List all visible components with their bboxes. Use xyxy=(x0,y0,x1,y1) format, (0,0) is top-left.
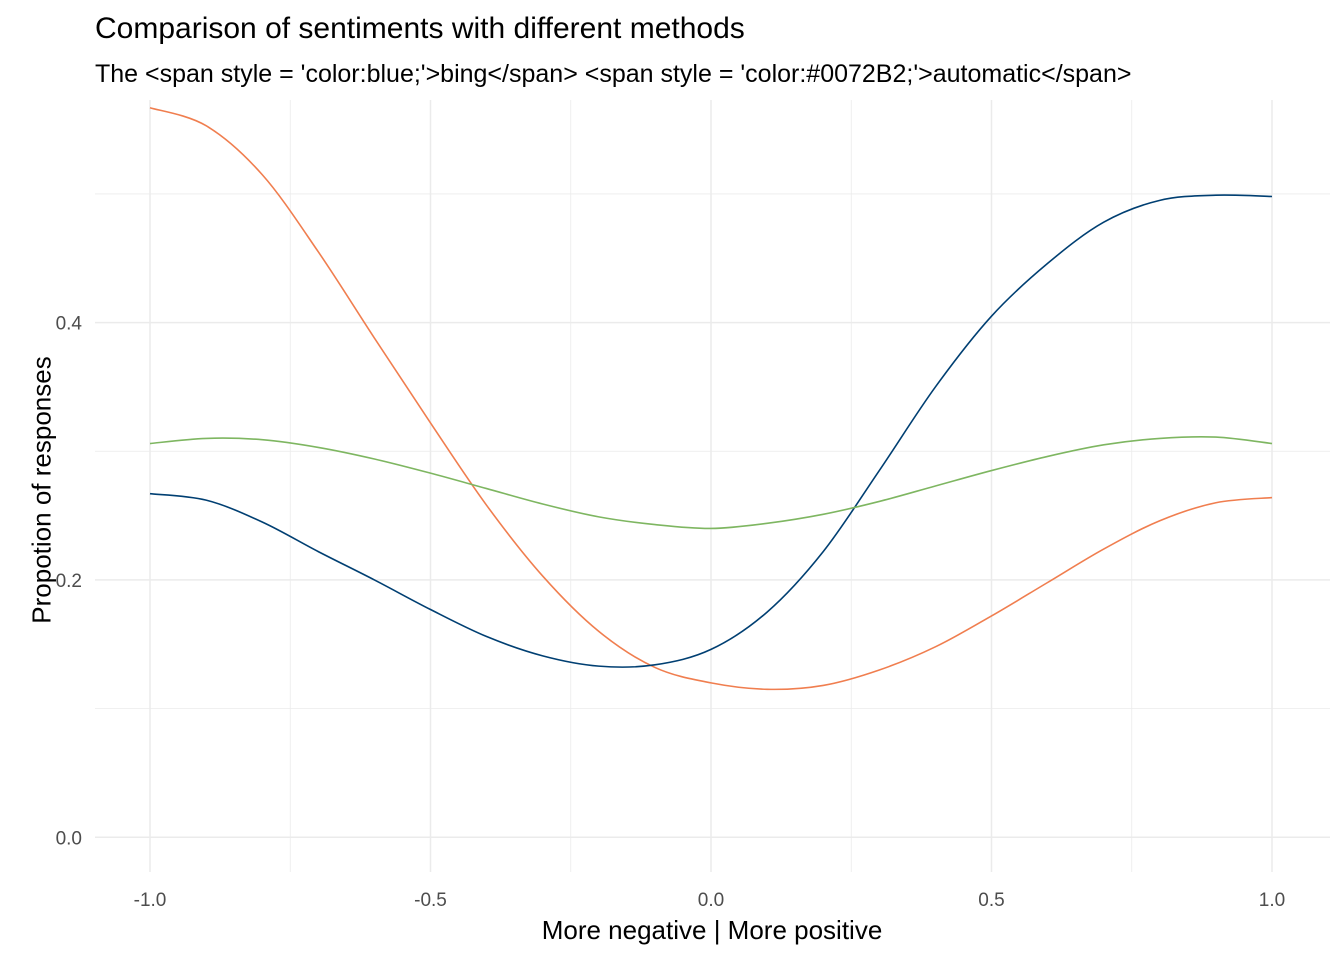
y-tick-label: 0.4 xyxy=(56,314,83,335)
series-line-2 xyxy=(149,194,1273,668)
y-axis-ticks: 0.0 0.2 0.4 xyxy=(56,314,83,850)
x-tick-label: 1.0 xyxy=(1259,890,1285,911)
grid-lines xyxy=(95,100,1330,872)
chart-subtitle: The <span style = 'color:blue;'>bing</sp… xyxy=(95,60,1132,88)
chart-title: Comparison of sentiments with different … xyxy=(95,12,745,45)
x-axis-ticks: -1.0 -0.5 0.0 0.5 1.0 xyxy=(134,890,1286,911)
x-tick-label: 0.0 xyxy=(698,890,724,911)
x-tick-label: 0.5 xyxy=(978,890,1004,911)
y-tick-label: 0.2 xyxy=(56,571,82,592)
y-axis-label: Propotion of responses xyxy=(26,356,57,624)
series-line-1 xyxy=(149,106,1273,691)
x-tick-label: -0.5 xyxy=(414,890,447,911)
x-tick-label: -1.0 xyxy=(134,890,167,911)
series-line-3 xyxy=(149,435,1273,530)
series-lines xyxy=(149,106,1273,691)
y-tick-label: 0.0 xyxy=(56,828,82,849)
